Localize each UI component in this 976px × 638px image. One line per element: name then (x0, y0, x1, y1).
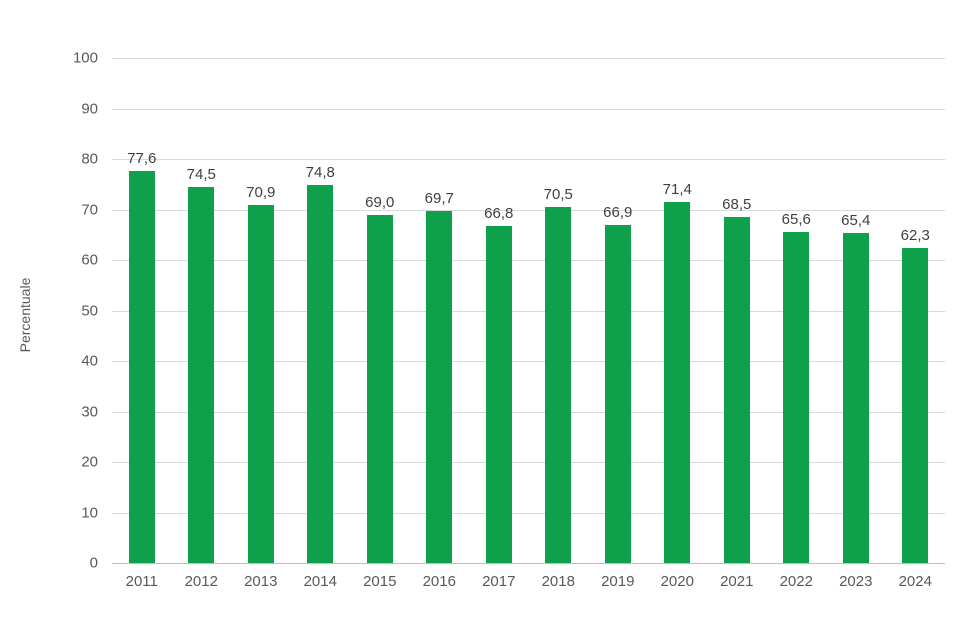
bar-slot: 65,4 2023 (826, 58, 886, 589)
bar-value-label: 65,4 (841, 211, 871, 229)
bar-slot: 70,5 2018 (529, 58, 589, 589)
bar-slot: 69,0 2015 (350, 58, 410, 589)
y-tick-label: 70 (81, 201, 98, 218)
bar (604, 225, 631, 563)
x-tick-label: 2012 (184, 573, 218, 590)
bar-slot: 68,5 2021 (707, 58, 767, 589)
x-tick-label: 2016 (422, 573, 456, 590)
bar-slot: 74,5 2012 (172, 58, 232, 589)
gridline (112, 209, 945, 211)
bar-value-label: 68,5 (722, 196, 752, 214)
x-tick-label: 2021 (720, 573, 754, 590)
y-tick-label: 50 (81, 302, 98, 319)
gridline (112, 310, 945, 312)
bar-slot: 66,8 2017 (469, 58, 529, 589)
bar-value-label: 74,5 (186, 165, 216, 183)
x-tick-label: 2014 (303, 573, 337, 590)
y-tick-label: 100 (72, 49, 98, 67)
bar (247, 204, 274, 563)
bar-slot: 65,6 2022 (767, 58, 827, 589)
x-tick-label: 2018 (541, 573, 575, 590)
bar-value-label: 69,0 (365, 193, 395, 211)
y-tick-label: 90 (81, 100, 98, 117)
y-axis-title: Percentuale (17, 277, 33, 353)
bar (307, 185, 334, 563)
x-axis-line (112, 563, 945, 564)
gridline (112, 512, 945, 514)
gridline (112, 159, 945, 160)
bar-slot: 71,4 2020 (648, 58, 708, 589)
x-tick-label: 2019 (601, 573, 635, 590)
plot-area: 0 10 20 30 40 50 60 70 80 90 100 77,6 2011 74,5 2012 70… (73, 51, 946, 589)
y-tick-label: 60 (81, 251, 98, 269)
x-tick-label: 2011 (125, 573, 158, 590)
bar-slot: 66,9 2019 (588, 58, 648, 589)
gridline (112, 260, 945, 261)
bar (485, 225, 512, 563)
y-tick-label: 10 (81, 504, 98, 521)
bar-value-label: 65,6 (781, 210, 811, 228)
bar-slot: 70,9 2013 (231, 58, 291, 589)
x-tick-label: 2022 (779, 573, 813, 590)
gridline (112, 361, 945, 362)
x-tick-label: 2015 (363, 573, 397, 590)
bar-value-label: 71,4 (662, 181, 692, 199)
bar (128, 171, 155, 563)
bar (723, 217, 750, 563)
bar-value-label: 66,8 (484, 204, 514, 222)
y-tick-label: 80 (81, 150, 98, 168)
x-tick-label: 2013 (244, 573, 278, 590)
bar-value-label: 66,9 (603, 204, 633, 222)
bar (545, 206, 572, 563)
x-tick-label: 2020 (660, 573, 694, 590)
bar (783, 231, 810, 563)
y-tick-label: 40 (81, 352, 98, 370)
bar-value-label: 62,3 (900, 227, 930, 245)
bar-value-label: 70,9 (246, 183, 276, 201)
bar-slot: 62,3 2024 (886, 58, 946, 589)
gridline (112, 411, 945, 413)
y-tick-label: 20 (81, 453, 98, 471)
x-tick-label: 2023 (839, 573, 873, 590)
bar (426, 211, 453, 563)
bar-value-label: 77,6 (127, 150, 157, 168)
gridline (112, 108, 945, 110)
bar-series: 77,6 2011 74,5 2012 70,9 2013 74,8 2014 69,0 2015… (112, 58, 946, 589)
bar (366, 214, 393, 563)
y-tick-label: 30 (81, 403, 98, 420)
x-tick-label: 2024 (898, 573, 932, 590)
bar (188, 186, 215, 563)
bar-value-label: 74,8 (305, 164, 335, 182)
bar-slot: 77,6 2011 (112, 58, 172, 589)
y-tick-label: 0 (89, 554, 98, 572)
bar (902, 248, 929, 563)
bar-slot: 69,7 2016 (410, 58, 470, 589)
x-tick-label: 2017 (482, 573, 516, 590)
gridline (112, 462, 945, 463)
bar-value-label: 70,5 (543, 185, 573, 203)
bar-value-label: 69,7 (424, 190, 454, 208)
gridline (112, 58, 945, 59)
bar-slot: 74,8 2014 (291, 58, 351, 589)
bar (842, 232, 869, 563)
bar (664, 202, 691, 563)
